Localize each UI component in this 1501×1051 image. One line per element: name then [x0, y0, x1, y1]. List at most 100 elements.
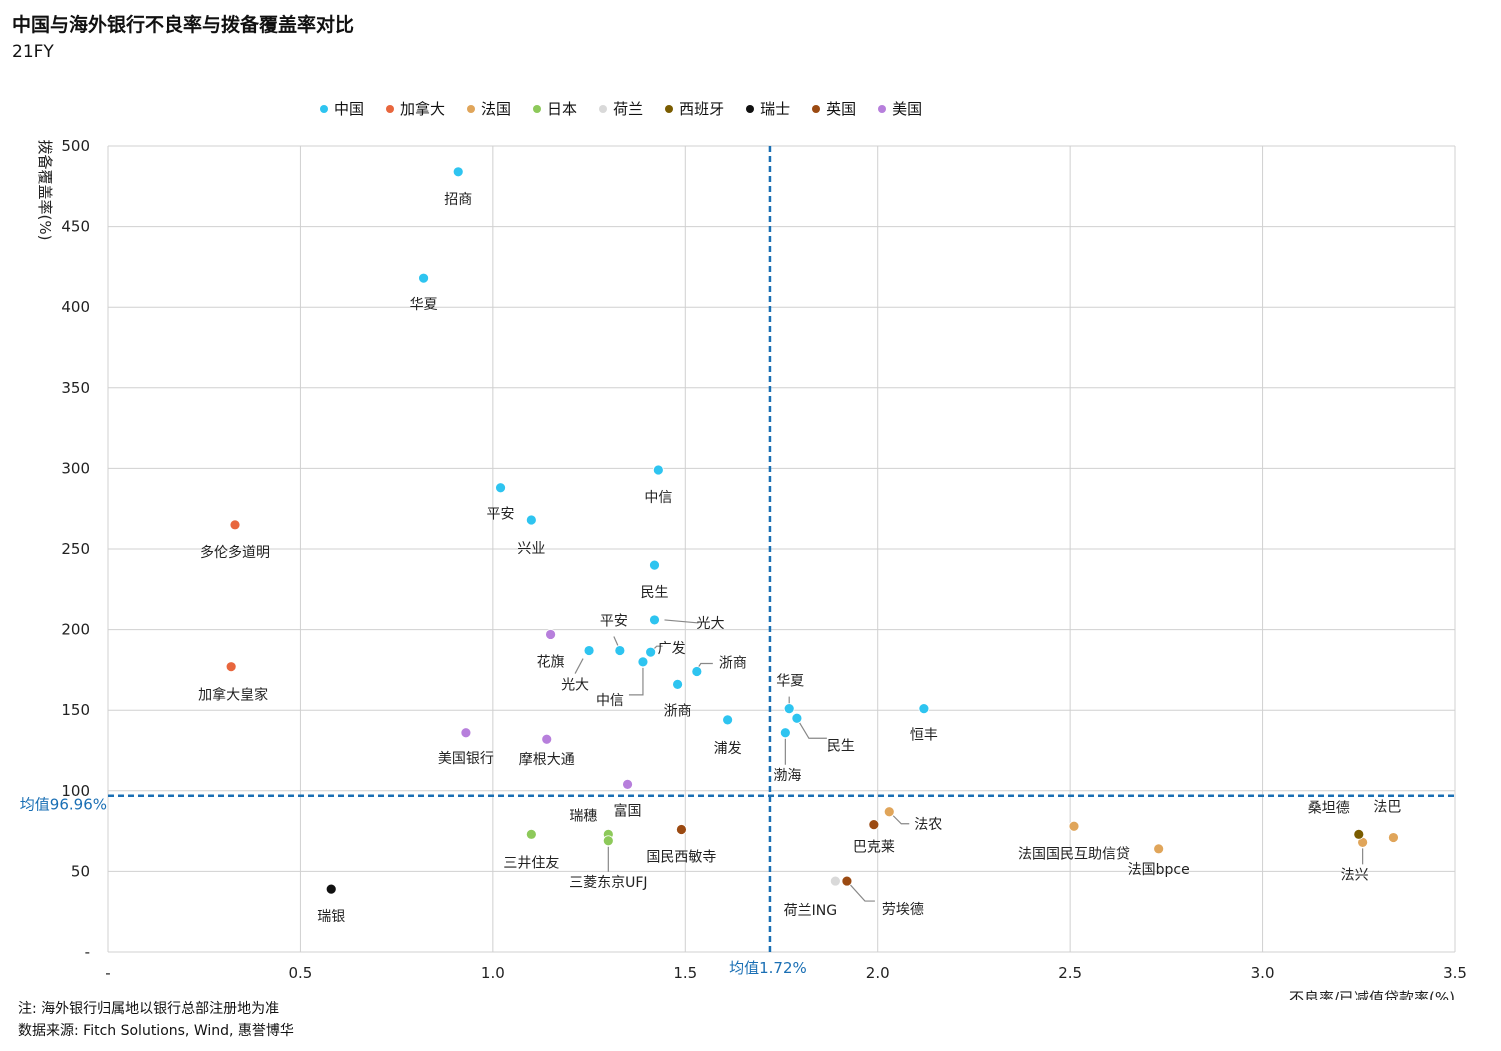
- y-tick-label: 100: [61, 782, 90, 800]
- data-label: 美国银行: [438, 751, 494, 767]
- data-point: [637, 656, 649, 668]
- data-point: [672, 679, 683, 690]
- legend-label: 荷兰: [613, 100, 644, 118]
- legend-marker: [320, 104, 328, 113]
- data-label: 荷兰ING: [784, 903, 837, 919]
- y-tick-label: 200: [61, 621, 90, 639]
- y-tick-label: 300: [61, 459, 90, 477]
- legend-item: 日本: [533, 98, 577, 119]
- y-tick-label: 250: [61, 540, 90, 558]
- legend-label: 英国: [826, 100, 857, 118]
- legend-item: 英国: [812, 98, 856, 119]
- legend-marker: [599, 104, 608, 113]
- y-axis-title: 拨备覆盖率(%): [36, 140, 54, 241]
- data-point: [841, 875, 853, 887]
- data-point: [883, 806, 895, 818]
- data-point: [614, 645, 626, 656]
- x-tick-label: 2.5: [1058, 964, 1082, 982]
- legend-marker: [386, 104, 395, 113]
- data-label: 国民西敏寺: [646, 849, 716, 865]
- data-point: [649, 614, 660, 626]
- data-label: 法国国民互助信贷: [1018, 846, 1130, 862]
- data-point: [460, 727, 472, 739]
- data-point: [791, 712, 803, 724]
- data-label: 劳埃德: [882, 902, 924, 918]
- legend-item: 荷兰: [599, 98, 643, 119]
- data-label: 瑞穗: [569, 808, 597, 824]
- data-label: 法国bpce: [1128, 862, 1190, 878]
- data-label: 中信: [644, 490, 672, 506]
- data-label: 华夏: [776, 674, 804, 690]
- data-label: 三井住友: [503, 855, 559, 871]
- data-label: 民生: [827, 738, 855, 754]
- data-label: 平安: [487, 507, 515, 523]
- data-label: 法巴: [1373, 800, 1401, 816]
- x-tick-label: 1.0: [481, 964, 505, 982]
- data-point: [541, 733, 553, 745]
- data-label: 渤海: [773, 768, 801, 784]
- data-point: [1068, 820, 1080, 832]
- legend-label: 加拿大: [400, 100, 446, 118]
- data-point: [545, 629, 556, 640]
- data-label: 中信: [596, 693, 624, 709]
- legend-label: 西班牙: [679, 100, 725, 118]
- data-point: [645, 646, 657, 658]
- mean-x-label: 均值1.72%: [729, 959, 807, 977]
- data-label: 瑞银: [317, 909, 345, 925]
- data-label: 民生: [640, 585, 668, 601]
- data-label: 恒丰: [910, 728, 938, 744]
- data-label: 招商: [444, 192, 472, 208]
- data-point: [525, 828, 537, 840]
- data-label: 多伦多道明: [200, 544, 270, 561]
- mean-y-label: 均值96.96%: [20, 796, 107, 814]
- y-tick-label: 450: [61, 218, 90, 236]
- legend-label: 中国: [334, 100, 365, 118]
- data-label: 广发: [658, 641, 686, 657]
- legend-item: 西班牙: [665, 98, 724, 119]
- data-point: [649, 559, 660, 571]
- legend-marker: [665, 104, 674, 113]
- legend-marker: [467, 104, 476, 113]
- data-label: 浙商: [664, 703, 692, 719]
- data-point: [676, 824, 687, 835]
- data-point: [783, 703, 795, 714]
- data-point: [229, 519, 241, 531]
- data-point: [1153, 843, 1165, 855]
- scatter-chart: - 50 100 150 200 250 300 350 400 450 500 - 0.5 1.0 1.5…: [20, 137, 1467, 1000]
- legend-label: 美国: [892, 100, 923, 118]
- data-point: [325, 883, 337, 895]
- leader-line: [613, 636, 619, 646]
- legend-marker: [812, 104, 821, 113]
- legend-marker: [878, 104, 887, 113]
- data-point: [868, 819, 880, 831]
- data-label: 加拿大皇家: [198, 687, 268, 704]
- data-label: 浦发: [714, 741, 742, 757]
- data-label: 巴克莱: [853, 840, 895, 856]
- data-point: [779, 727, 791, 739]
- x-tick-label: 1.5: [673, 964, 697, 982]
- data-label: 摩根大通: [519, 751, 575, 768]
- footnote-source: 数据来源: Fitch Solutions, Wind, 惠誉博华: [18, 1023, 294, 1039]
- data-point: [418, 272, 429, 284]
- data-label: 花旗: [537, 654, 565, 670]
- legend-marker: [746, 104, 755, 113]
- data-label: 浙商: [719, 656, 747, 672]
- y-tick-label: 150: [61, 701, 90, 719]
- x-tick-label: 0.5: [288, 964, 312, 982]
- data-label: 光大: [696, 616, 724, 632]
- x-tick-label: -: [105, 964, 110, 982]
- data-label: 平安: [600, 614, 628, 630]
- y-tick-label: 500: [61, 137, 90, 155]
- legend-item: 中国: [320, 98, 364, 119]
- legend-label: 日本: [547, 100, 578, 118]
- x-axis-title: 不良率/已减值贷款率(%): [1289, 989, 1455, 1000]
- leader-line: [574, 658, 584, 674]
- chart-legend: 中国 加拿大 法国 日本 荷兰 西班牙 瑞士 英国 美国: [320, 98, 944, 119]
- y-tick-label: 50: [71, 862, 90, 880]
- legend-label: 瑞士: [760, 100, 791, 118]
- legend-marker: [533, 104, 542, 113]
- data-label: 法农: [914, 817, 942, 833]
- chart-subtitle: 21FY: [12, 42, 54, 62]
- legend-item: 瑞士: [746, 98, 790, 119]
- y-tick-label: 400: [61, 298, 90, 316]
